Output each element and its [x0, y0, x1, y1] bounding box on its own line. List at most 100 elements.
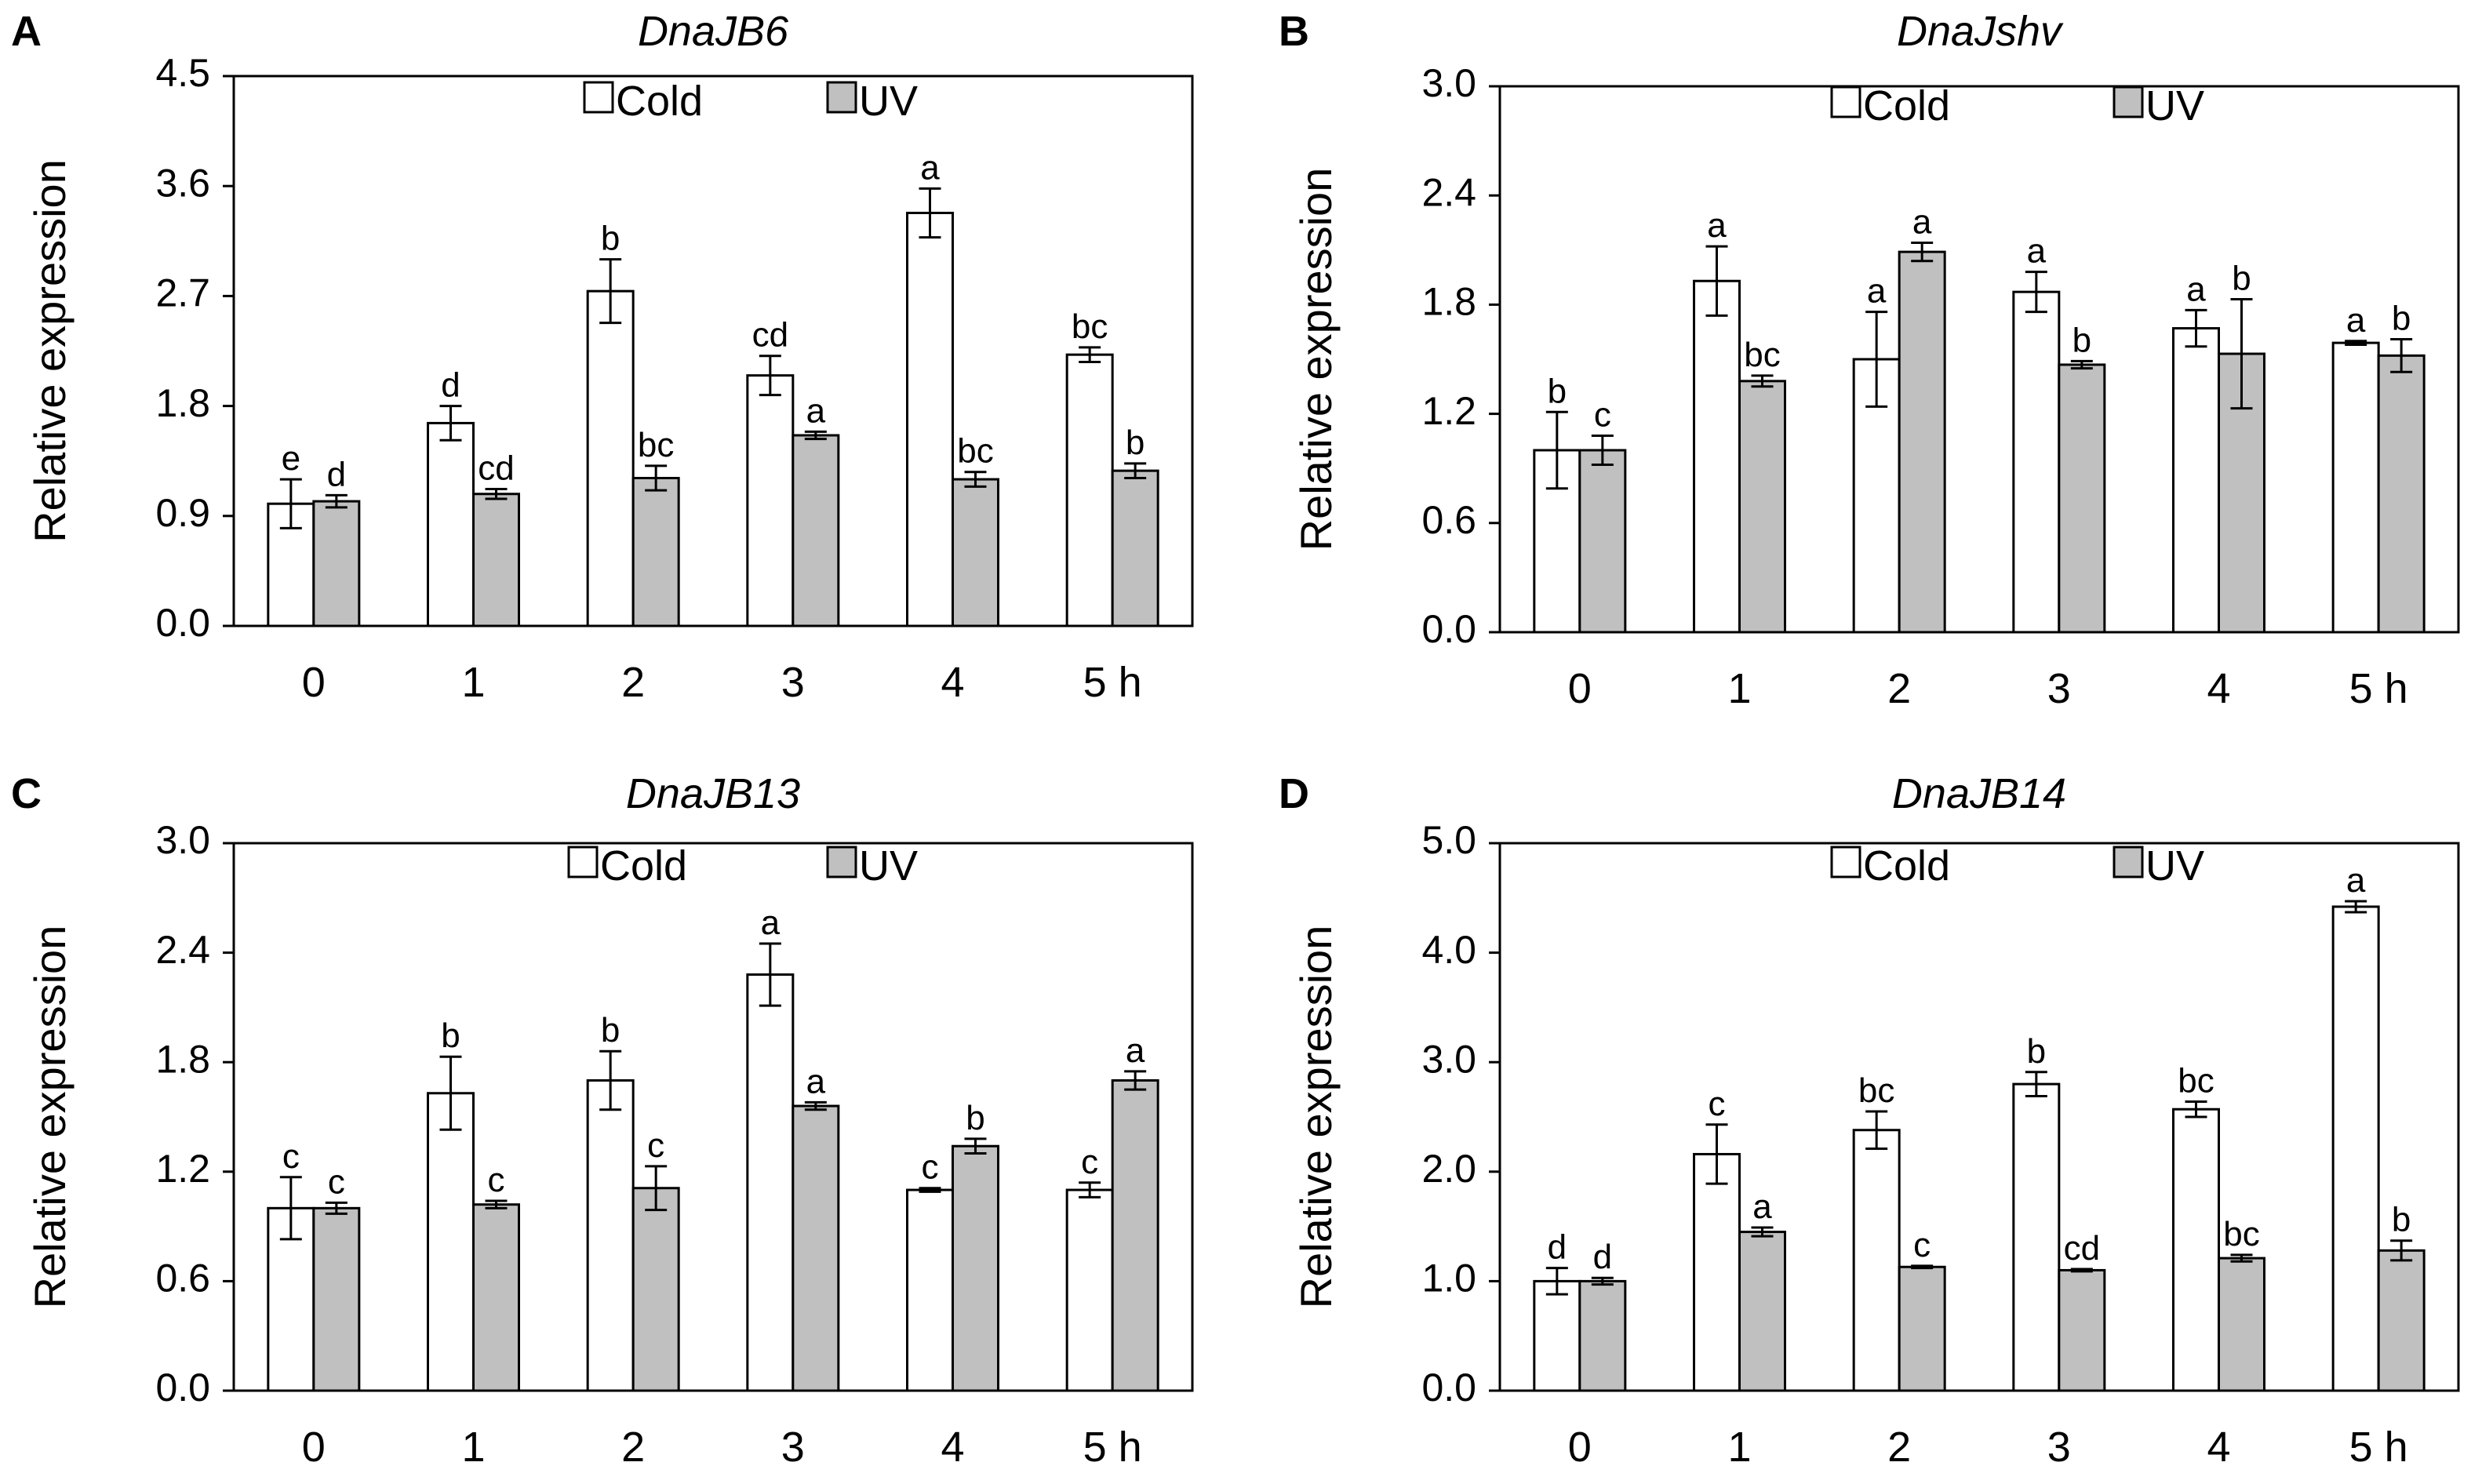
significance-label: a [761, 904, 781, 942]
bar-uv-1 [1738, 380, 1786, 634]
significance-label: d [1593, 1238, 1612, 1276]
legend-swatch-uv [826, 846, 857, 878]
y-tick-label: 3.6 [155, 161, 210, 205]
significance-label: bc [638, 426, 674, 464]
x-tick-label: 3 [781, 659, 805, 706]
significance-label: b [2027, 1032, 2046, 1071]
bar-uv-0 [1578, 1279, 1627, 1392]
chart-panel-d: D DnaJB14 Relative expression 0.0 1.0 2.0 3.0 4… [1279, 770, 2460, 1471]
y-tick-label: 1.8 [155, 381, 210, 425]
significance-label: b [2232, 259, 2251, 297]
bar-cold-1 [427, 421, 475, 627]
y-tick-label: 3.0 [155, 818, 210, 862]
bar-cold-4 [906, 211, 954, 627]
y-tick-label: 1.2 [155, 1147, 210, 1191]
bar-uv-1 [472, 1203, 520, 1392]
bar-cold-3 [2012, 1082, 2061, 1392]
significance-label: a [806, 1062, 826, 1100]
panel-letter: C [11, 770, 42, 817]
y-tick-label: 2.4 [155, 928, 210, 972]
significance-label: cd [752, 316, 788, 355]
y-tick-label: 1.8 [155, 1037, 210, 1081]
chart-title: DnaJshv [1897, 8, 2064, 55]
significance-label: bc [1072, 307, 1108, 346]
x-tick-label: 3 [781, 1424, 805, 1471]
plot-frame [232, 842, 1194, 1392]
x-tick-label: 1 [461, 659, 485, 706]
bar-uv-2 [631, 1187, 680, 1392]
x-tick-label: 3 [2047, 1424, 2071, 1471]
legend-swatch-cold [567, 846, 599, 878]
significance-label: b [966, 1099, 984, 1137]
panel-letter: D [1279, 770, 1309, 817]
significance-label: c [1594, 395, 1611, 434]
bar-cold-3 [746, 374, 795, 627]
significance-label: a [2186, 270, 2206, 308]
bar-cold-2 [586, 1078, 635, 1392]
significance-label: a [806, 391, 826, 430]
legend-label-cold: Cold [1863, 82, 1950, 129]
legend: Cold UV [567, 842, 918, 889]
bar-uv-4 [952, 478, 999, 627]
plot-frame [1498, 85, 2460, 634]
significance-label: b [2392, 1201, 2411, 1239]
bar-cold-4 [2172, 327, 2220, 634]
bar-cold-1 [1693, 279, 1741, 634]
bar-cold-5 [1065, 1188, 1114, 1392]
significance-label: b [2073, 321, 2091, 359]
bar-uv-5 [1111, 469, 1159, 627]
significance-label: b [1126, 424, 1145, 462]
plot-frame [1498, 842, 2460, 1392]
bar-cold-2 [586, 289, 635, 627]
y-tick-label: 0.6 [155, 1257, 210, 1300]
significance-label: cd [2064, 1229, 2100, 1268]
significance-label: bc [957, 432, 993, 471]
x-tick-label: 4 [941, 659, 964, 706]
x-tick-label: 1 [1727, 665, 1751, 712]
y-tick-label: 1.2 [1421, 389, 1476, 433]
chart-panel-b: B DnaJshv Relative expression 0.0 0.6 1.2 1.8 2… [1279, 8, 2460, 712]
bar-cold-3 [2012, 290, 2061, 634]
y-tick-label: 3.0 [1421, 61, 1476, 105]
bar-cold-5 [2331, 341, 2380, 634]
bar-uv-2 [1898, 1265, 1946, 1392]
bar-uv-5 [2377, 1249, 2426, 1392]
legend-label-uv: UV [859, 842, 918, 889]
y-tick-label: 0.0 [1421, 607, 1476, 651]
legend: Cold UV [583, 78, 918, 125]
x-tick-label: 5 h [1083, 659, 1142, 706]
y-tick-label: 0.0 [155, 1366, 210, 1409]
bar-cold-1 [427, 1092, 475, 1392]
bar-uv-0 [312, 500, 361, 627]
significance-label: a [1867, 272, 1887, 311]
bar-uv-3 [2058, 363, 2106, 634]
significance-label: c [647, 1126, 664, 1165]
y-axis-label: Relative expression [25, 926, 75, 1309]
legend-label-cold: Cold [600, 842, 687, 889]
significance-label: a [2027, 232, 2047, 271]
significance-label: d [441, 366, 460, 405]
significance-label: d [1548, 1228, 1567, 1267]
x-tick-label: 5 h [2349, 665, 2408, 712]
significance-label: b [601, 220, 620, 258]
bar-cold-4 [2172, 1108, 2220, 1392]
significance-label: bc [1858, 1071, 1894, 1110]
significance-label: c [328, 1162, 345, 1201]
x-tick-label: 0 [1568, 1424, 1592, 1471]
significance-label: e [282, 439, 300, 478]
x-tick-label: 4 [941, 1424, 964, 1471]
significance-label: c [488, 1161, 505, 1199]
significance-label: a [2346, 301, 2366, 340]
panel-letter: A [11, 8, 42, 55]
significance-label: a [2346, 861, 2366, 900]
legend-label-uv: UV [2145, 842, 2204, 889]
y-axis-label: Relative expression [1291, 926, 1341, 1309]
significance-label: b [1548, 372, 1567, 410]
x-tick-label: 1 [461, 1424, 485, 1471]
legend-label-cold: Cold [616, 78, 703, 125]
x-tick-label: 4 [2207, 1424, 2230, 1471]
chart-panel-c: C DnaJB13 Relative expression 0.0 0.6 1.2 1.8 2… [11, 770, 1194, 1471]
x-tick-label: 2 [621, 659, 645, 706]
significance-label: c [282, 1137, 300, 1176]
